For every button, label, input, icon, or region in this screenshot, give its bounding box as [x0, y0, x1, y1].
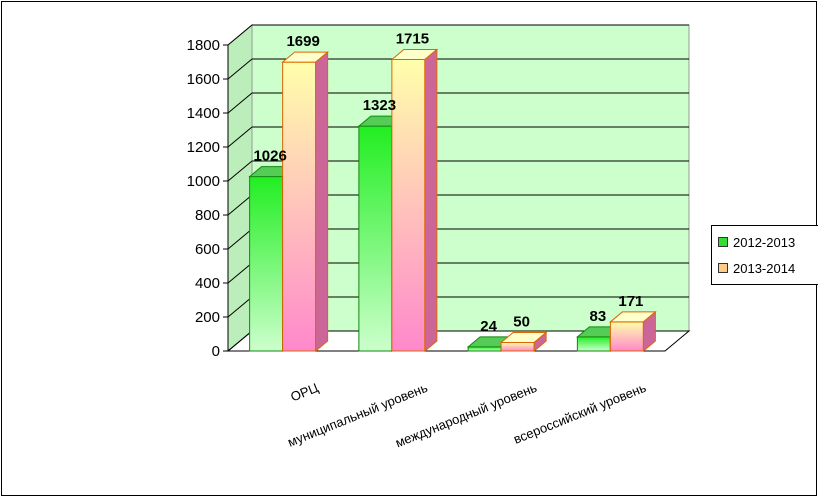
legend-item-series-2: 2013-2014: [718, 259, 795, 277]
legend-swatch-series-1: [718, 237, 728, 247]
gridline-side: [227, 330, 253, 352]
plot-side-wall: [227, 23, 253, 353]
bar-series-1: [467, 346, 502, 352]
data-label: 50: [513, 314, 530, 331]
y-tick-label: 1200: [187, 139, 220, 156]
bar-series-1: [576, 336, 611, 352]
bar-series-1: [358, 125, 393, 352]
bar-series-1: [249, 176, 284, 352]
chart-legend: 2012-2013 2013-2014: [711, 225, 818, 285]
bar-side-series-2: [315, 51, 329, 353]
legend-swatch-series-2: [718, 263, 728, 273]
data-label: 1026: [253, 148, 286, 165]
y-tick-label: 1000: [187, 173, 220, 190]
gridline-side: [227, 58, 253, 80]
data-label: 1715: [396, 30, 429, 47]
data-label: 1323: [363, 97, 396, 114]
data-label: 1699: [286, 33, 319, 50]
y-tick-label: 400: [195, 275, 220, 292]
y-tick-label: 800: [195, 207, 220, 224]
bar-series-2: [391, 58, 426, 352]
data-label: 83: [590, 308, 607, 325]
gridline-side: [227, 194, 253, 216]
bar-series-2: [500, 342, 535, 352]
legend-label-series-1: 2012-2013: [733, 234, 796, 250]
data-label: 24: [480, 318, 497, 335]
y-tick-label: 1600: [187, 71, 220, 88]
gridline-side: [227, 160, 253, 182]
bar-side-series-2: [642, 310, 656, 353]
gridline-side: [227, 126, 253, 148]
legend-item-series-1: 2012-2013: [718, 233, 795, 251]
bar-series-2: [282, 61, 317, 352]
y-tick-label: 1800: [187, 37, 220, 54]
gridline-side: [227, 92, 253, 114]
gridline-side: [227, 228, 253, 250]
y-tick-label: 200: [195, 309, 220, 326]
x-tick-label: ОРЦ: [288, 380, 320, 405]
gridline-side: [227, 262, 253, 284]
bar-side-series-2: [424, 48, 438, 353]
gridline-side: [227, 24, 253, 46]
bar-series-2: [609, 321, 644, 352]
gridline-side: [227, 296, 253, 318]
y-tick-label: 600: [195, 241, 220, 258]
y-tick-label: 1400: [187, 105, 220, 122]
data-label: 171: [618, 293, 643, 310]
bar-side-series-2: [533, 331, 547, 353]
legend-label-series-2: 2013-2014: [733, 260, 796, 276]
y-tick-label: 0: [212, 343, 220, 360]
